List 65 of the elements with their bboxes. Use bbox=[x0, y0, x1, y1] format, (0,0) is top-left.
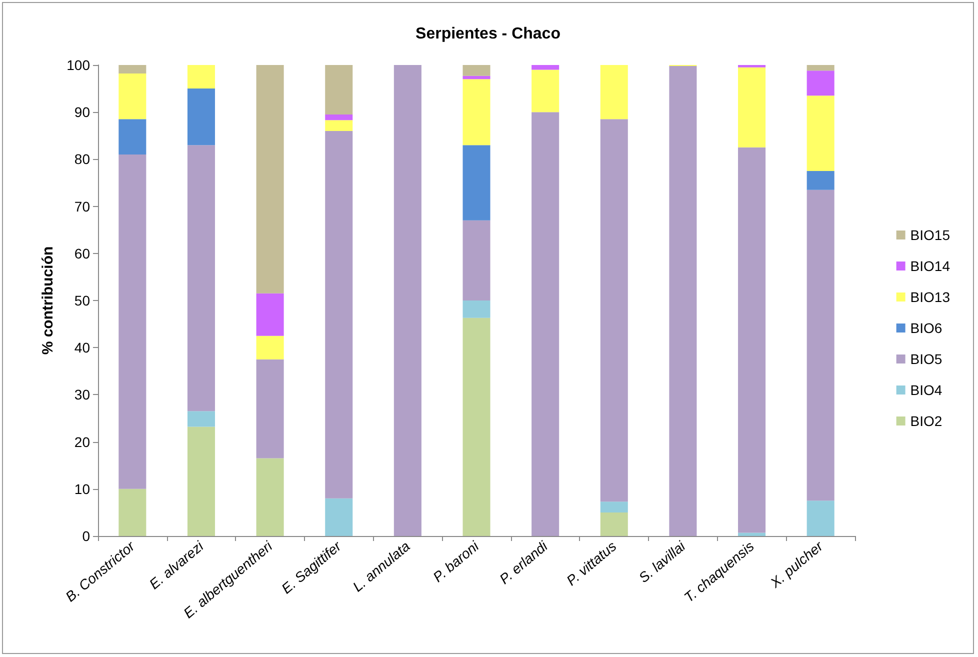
bar bbox=[118, 73, 146, 120]
bar bbox=[600, 119, 628, 502]
bar bbox=[118, 488, 146, 536]
legend-label: BIO14 bbox=[910, 258, 950, 274]
bar bbox=[462, 65, 490, 76]
bar bbox=[325, 114, 353, 120]
bar bbox=[462, 79, 490, 146]
bar bbox=[600, 502, 628, 512]
bar bbox=[118, 154, 146, 489]
y-tick-label: 20 bbox=[74, 434, 90, 450]
y-tick-label: 90 bbox=[74, 104, 90, 120]
bar bbox=[325, 120, 353, 131]
bar bbox=[256, 65, 284, 294]
y-tick-label: 100 bbox=[66, 57, 90, 73]
bar bbox=[325, 65, 353, 114]
bar bbox=[738, 147, 766, 533]
y-tick-label: 70 bbox=[74, 198, 90, 214]
bar bbox=[462, 76, 490, 80]
legend-label: BIO6 bbox=[910, 320, 942, 336]
legend-label: BIO13 bbox=[910, 289, 950, 305]
bar bbox=[462, 220, 490, 300]
bar bbox=[532, 70, 560, 112]
bar bbox=[256, 458, 284, 536]
chart-title: Serpientes - Chaco bbox=[416, 26, 561, 42]
bar bbox=[462, 300, 490, 318]
bar bbox=[394, 65, 422, 536]
y-tick-label: 10 bbox=[74, 480, 90, 497]
y-tick-label: 30 bbox=[74, 386, 90, 403]
bar bbox=[187, 65, 215, 89]
bar bbox=[806, 190, 834, 501]
legend-label: BIO2 bbox=[910, 413, 942, 429]
y-tick-label: 40 bbox=[74, 340, 90, 356]
bar bbox=[118, 65, 146, 74]
bar bbox=[806, 170, 834, 190]
bar bbox=[187, 426, 215, 536]
bar bbox=[806, 500, 834, 536]
bar bbox=[325, 498, 353, 536]
bar bbox=[600, 512, 628, 536]
bar bbox=[256, 359, 284, 458]
bar bbox=[462, 318, 490, 536]
y-tick-label: 50 bbox=[74, 292, 90, 308]
y-tick-label: 0 bbox=[82, 528, 90, 544]
legend-label: BIO5 bbox=[910, 351, 942, 367]
bar bbox=[806, 70, 834, 96]
bar bbox=[187, 88, 215, 146]
y-tick-label: 80 bbox=[74, 151, 90, 168]
bar bbox=[806, 65, 834, 71]
bar bbox=[532, 112, 560, 536]
bar bbox=[806, 96, 834, 171]
y-tick-label: 60 bbox=[74, 245, 90, 262]
y-axis-title: % contribución bbox=[40, 246, 57, 355]
legend-label: BIO4 bbox=[910, 382, 942, 398]
legend-label: BIO15 bbox=[910, 227, 950, 243]
bar bbox=[256, 293, 284, 336]
bar bbox=[738, 67, 766, 148]
bar bbox=[738, 532, 766, 536]
bar bbox=[532, 65, 560, 70]
bar bbox=[462, 145, 490, 220]
bar bbox=[256, 336, 284, 360]
bar bbox=[187, 411, 215, 427]
bar bbox=[187, 145, 215, 412]
bar bbox=[118, 119, 146, 154]
bar bbox=[669, 66, 697, 536]
bar bbox=[325, 130, 353, 498]
bar bbox=[600, 65, 628, 120]
